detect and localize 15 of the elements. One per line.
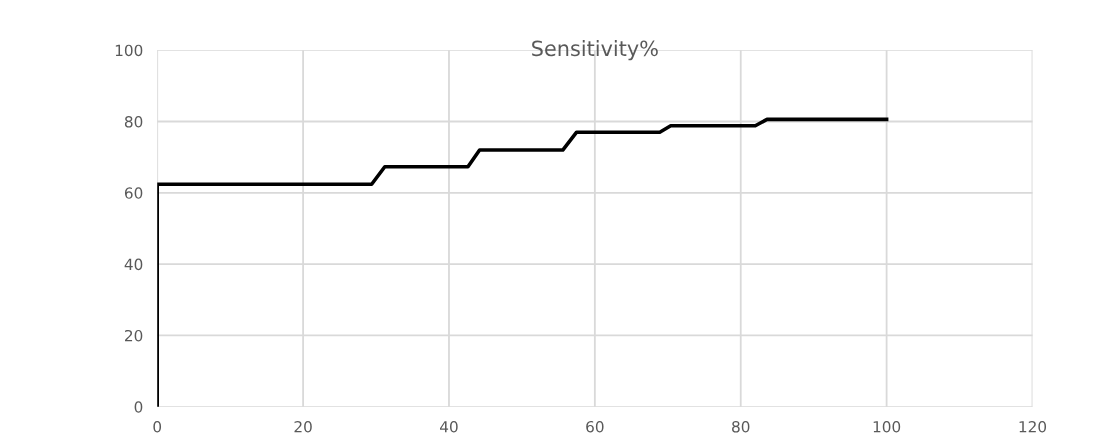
x-tick-label: 40 [440, 420, 458, 433]
y-tick-label: 0 [134, 401, 143, 413]
y-tick-label: 20 [125, 329, 143, 342]
x-tick-label: 100 [873, 420, 901, 433]
x-tick-label: 80 [732, 420, 750, 433]
x-tick-label: 60 [586, 420, 604, 433]
x-tick-label: 20 [294, 420, 312, 433]
x-tick-label: 0 [153, 420, 162, 433]
y-tick-label: 60 [124, 187, 143, 199]
x-tick-label: 120 [1019, 420, 1047, 433]
y-tick-label: 40 [124, 258, 143, 271]
y-tick-label: 80 [124, 115, 143, 128]
chart-title: Sensitivity% [532, 40, 658, 61]
line-series [157, 117, 889, 407]
y-tick-label: 100 [115, 44, 143, 57]
